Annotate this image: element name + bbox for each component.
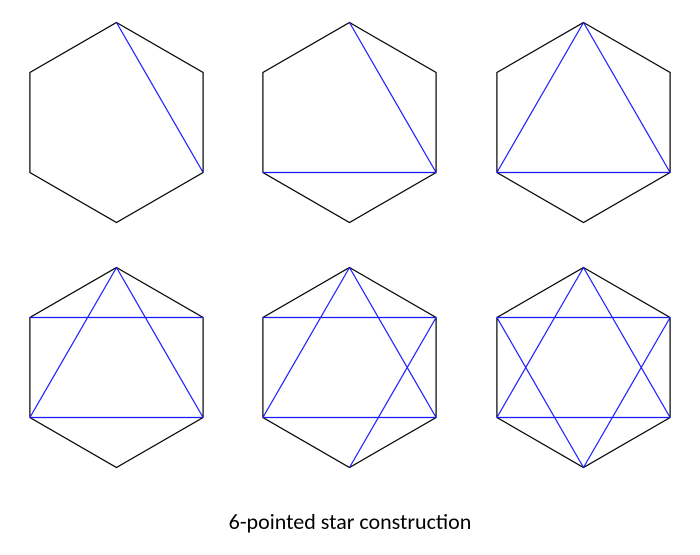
hexagon-step-svg xyxy=(0,0,233,245)
hexagon-step-svg xyxy=(467,245,700,490)
hexagon-grid xyxy=(0,0,700,490)
step-1 xyxy=(0,0,233,245)
caption-text: 6-pointed star construction xyxy=(0,508,700,535)
step-3 xyxy=(467,0,700,245)
step-4 xyxy=(0,245,233,490)
diagram-stage: 6-pointed star construction xyxy=(0,0,700,555)
step-2 xyxy=(233,0,466,245)
hexagon-step-svg xyxy=(233,0,466,245)
hexagon-step-svg xyxy=(0,245,233,490)
hexagon-step-svg xyxy=(233,245,466,490)
hexagon-step-svg xyxy=(467,0,700,245)
step-5 xyxy=(233,245,466,490)
step-6 xyxy=(467,245,700,490)
